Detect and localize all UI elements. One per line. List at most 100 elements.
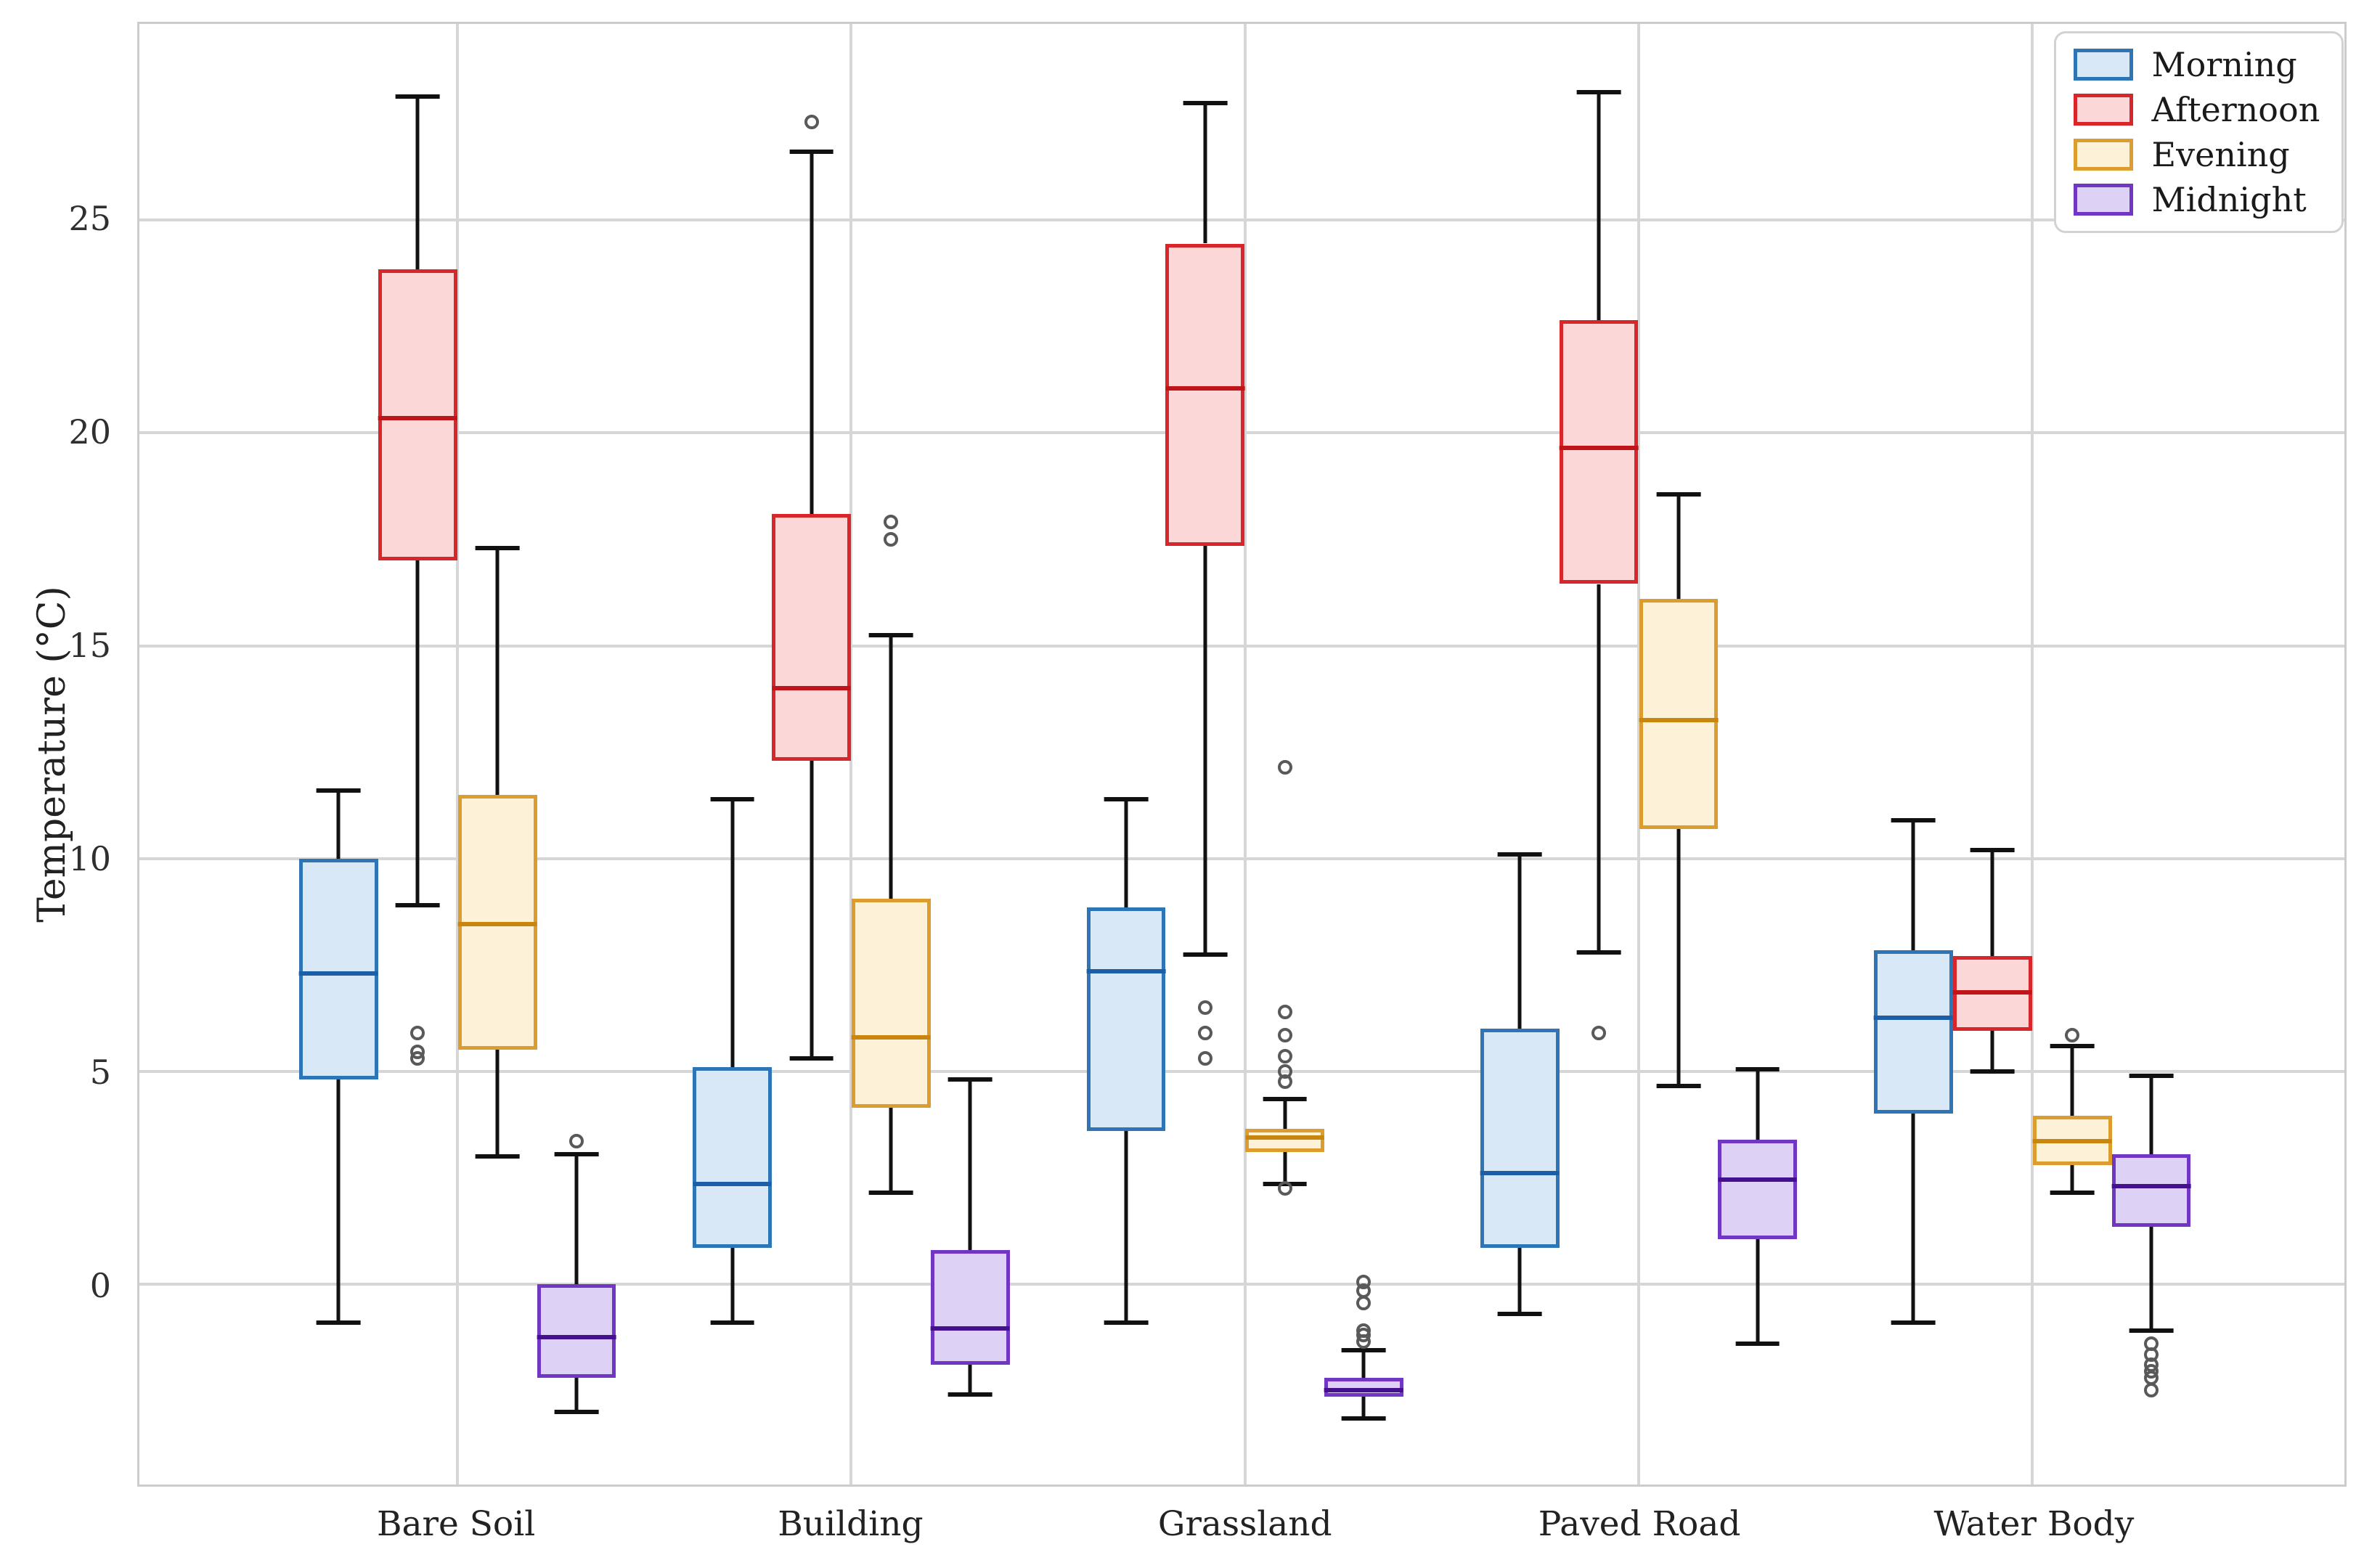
whisker-line [2070,1164,2074,1193]
whisker-cap [1342,1347,1386,1352]
whisker-cap [1104,796,1149,801]
outlier-point [568,1134,584,1149]
whisker-cap [1576,950,1621,955]
outlier-point [1197,1025,1212,1040]
box-midnight [930,1249,1010,1365]
median-line [1874,1016,1953,1021]
whisker-cap [1735,1341,1780,1346]
whisker-cap [475,1154,520,1159]
x-category-label: Grassland [1157,1503,1332,1544]
outlier-point [884,531,899,547]
grid-line-vertical [849,24,853,1485]
outlier-point [1591,1025,1607,1040]
y-tick-label: 20 [68,412,112,452]
median-line [537,1335,616,1340]
outlier-point [1197,1000,1212,1015]
box-morning [299,858,378,1080]
median-line [1718,1177,1798,1183]
x-category-label: Water Body [1933,1503,2135,1544]
whisker-cap [475,545,520,550]
whisker-line [574,1377,579,1412]
whisker-line [1283,1098,1287,1129]
whisker-line [1756,1069,1760,1140]
plot-area [137,22,2347,1487]
outlier-point [1277,759,1292,775]
whisker-line [1990,849,1994,957]
whisker-cap [1891,1320,1936,1325]
median-line [1086,968,1166,973]
whisker-line [1676,828,1681,1087]
outlier-point [1277,1074,1292,1090]
whisker-line [2149,1226,2153,1331]
legend-label: Midnight [2151,180,2307,220]
y-tick-label: 15 [68,626,112,666]
median-line [1324,1388,1403,1393]
outlier-point [2144,1383,2159,1398]
x-category-label: Building [778,1503,924,1544]
whisker-line [1911,820,1915,950]
median-line [1559,445,1639,450]
whisker-cap [789,1056,833,1061]
whisker-line [730,799,735,1067]
whisker-line [810,152,814,514]
whisker-cap [1104,1320,1149,1325]
median-line [378,415,457,420]
whisker-line [1756,1239,1760,1344]
whisker-cap [1183,101,1228,106]
box-midnight [1718,1139,1798,1240]
whisker-cap [1342,1416,1386,1421]
outlier-point [1277,1049,1292,1064]
whisker-cap [1497,852,1542,857]
whisker-line [889,634,893,899]
whisker-line [1203,545,1207,955]
y-tick-label: 10 [68,839,112,879]
median-line [772,686,851,691]
box-afternoon [1559,320,1639,584]
whisker-line [1203,103,1207,244]
grid-line-horizontal [139,1069,2344,1073]
median-line [457,922,537,927]
whisker-line [2149,1075,2153,1155]
median-line [1245,1135,1324,1140]
whisker-line [1283,1152,1287,1185]
whisker-line [1597,584,1601,952]
whisker-cap [395,94,440,99]
whisker-line [1911,1114,1915,1323]
whisker-cap [710,796,755,801]
grid-line-vertical [1243,24,1247,1485]
whisker-cap [2129,1073,2174,1078]
outlier-point [884,515,899,530]
whisker-cap [1656,1084,1701,1089]
whisker-cap [1576,90,1621,95]
box-evening [1639,599,1719,829]
whisker-line [1676,494,1681,599]
whisker-cap [1891,817,1936,822]
whisker-cap [1183,952,1228,957]
whisker-line [1990,1031,1994,1071]
whisker-line [968,1079,972,1250]
outlier-point [410,1025,425,1040]
y-tick-label: 25 [68,199,112,239]
whisker-line [1361,1397,1366,1418]
median-line [1952,990,2032,995]
whisker-line [1517,854,1522,1029]
whisker-line [810,760,814,1059]
whisker-cap [1970,1069,2015,1074]
box-morning [693,1066,773,1249]
grid-line-horizontal [139,1282,2344,1286]
whisker-cap [554,1409,599,1414]
whisker-line [495,547,500,795]
whisker-cap [1656,492,1701,497]
outlier-point [410,1051,425,1066]
outlier-point [2065,1027,2080,1042]
outlier-point [1277,1180,1292,1196]
whisker-cap [2050,1043,2095,1048]
median-line [1639,718,1719,723]
legend-swatch-morning [2073,49,2133,81]
outlier-point [1277,1027,1292,1042]
grid-line-horizontal [139,857,2344,860]
whisker-cap [554,1152,599,1157]
whisker-cap [710,1320,755,1325]
box-morning [1874,950,1953,1114]
grid-line-vertical [2031,24,2034,1485]
